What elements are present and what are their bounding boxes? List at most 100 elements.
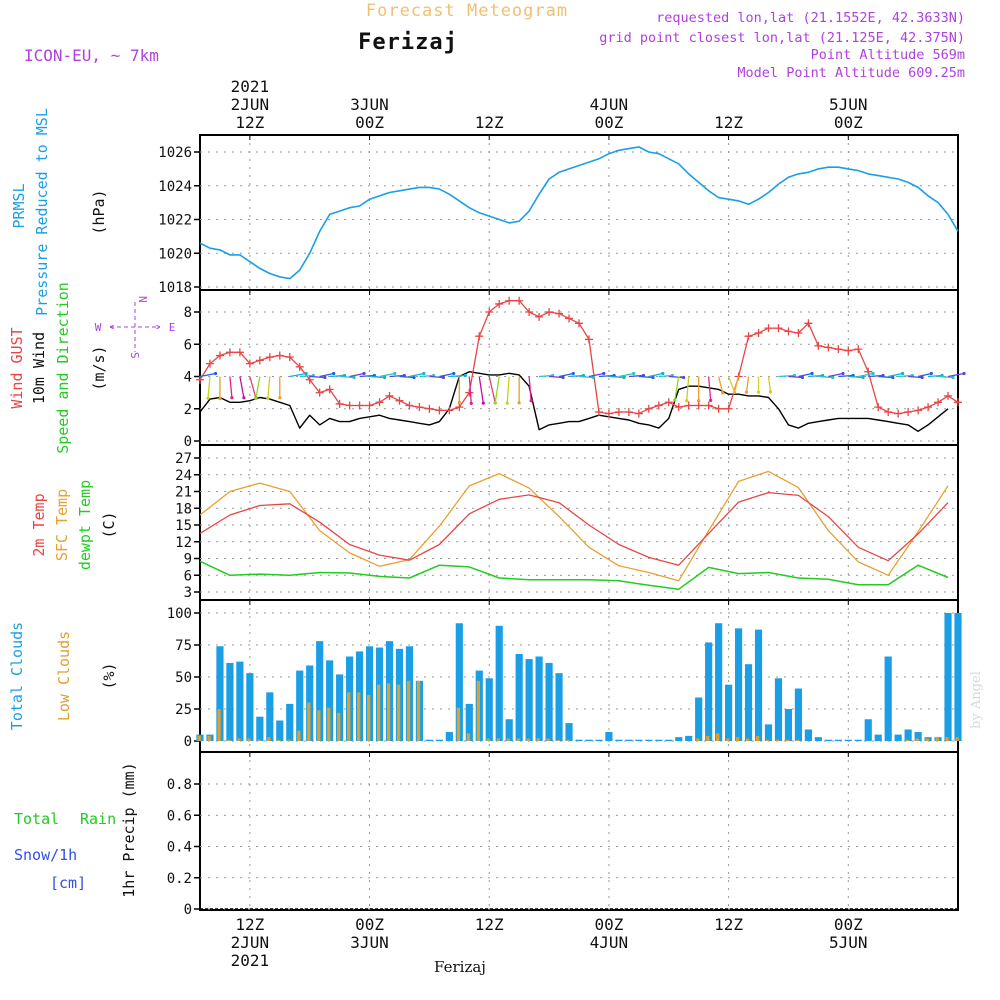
total-cloud-bar xyxy=(615,739,623,741)
wind-gust-markers xyxy=(196,296,962,418)
compass-n: N xyxy=(136,296,149,303)
wind-arrow xyxy=(409,372,424,378)
wind-arrow xyxy=(249,376,257,399)
wind-arrow-head xyxy=(278,396,282,400)
total-cloud-bar xyxy=(864,719,872,741)
pressure-panel: 1018 1020 1022 1024 1026 xyxy=(158,134,959,296)
wind-arrow xyxy=(818,375,833,379)
gust-marker xyxy=(575,319,583,328)
gust-marker xyxy=(245,359,254,368)
credit-watermark: by Angel xyxy=(969,671,984,729)
total-cloud-bar xyxy=(435,739,443,741)
wind-arrow xyxy=(369,375,385,379)
low-cloud-bar xyxy=(496,738,500,741)
wind-arrow xyxy=(359,374,375,378)
temp-ytick-label: 15 xyxy=(175,518,192,534)
gust-marker xyxy=(894,409,903,418)
bottom-time-label: 5JUN xyxy=(829,933,868,952)
temp-2m-label: 2m Temp xyxy=(30,493,48,556)
wind-arrow xyxy=(539,374,553,378)
gust-marker xyxy=(874,403,883,412)
total-cloud-bar xyxy=(675,737,683,741)
top-time-label: 2021 xyxy=(231,77,270,96)
total-cloud-bar xyxy=(505,719,513,741)
wind-arrow xyxy=(828,372,844,378)
precip-snow-label: Snow/1h xyxy=(14,846,77,864)
wind-arrow-head xyxy=(561,375,565,380)
wind-arrow xyxy=(389,374,405,378)
wind-arrow-head xyxy=(721,391,725,395)
total-cloud-bar xyxy=(485,678,493,741)
prmsl-line xyxy=(199,146,959,280)
wind-arrow xyxy=(568,374,584,378)
bottom-time-label: 00Z xyxy=(355,915,384,934)
wind-direction-arrows xyxy=(199,371,966,405)
wind-arrow xyxy=(419,374,434,378)
gust-marker xyxy=(225,348,234,357)
total-cloud-bar xyxy=(894,734,902,741)
wind-arrow-head xyxy=(332,371,336,376)
precip-ytick-label: 0.2 xyxy=(167,871,192,887)
wind-arrow-head xyxy=(900,371,905,376)
precip-rain-label: Rain xyxy=(80,810,116,828)
gust-marker xyxy=(375,398,384,407)
low-cloud-bar xyxy=(197,735,201,741)
wind-arrow-head xyxy=(744,390,749,394)
total-cloud-bar xyxy=(535,656,543,741)
top-time-label: 00Z xyxy=(355,113,384,132)
top-time-label: 5JUN xyxy=(829,95,868,114)
low-cloud-bar xyxy=(955,737,959,741)
gust-marker xyxy=(545,308,554,316)
low-cloud-bar xyxy=(516,738,520,741)
gust-marker xyxy=(744,332,753,341)
gust-marker xyxy=(884,407,893,416)
wind-arrow xyxy=(838,374,854,378)
low-cloud-bar xyxy=(536,738,540,741)
wind-arrow-head xyxy=(800,375,805,380)
wind-gust-label: Wind GUST xyxy=(8,327,26,408)
low-cloud-bar xyxy=(716,733,720,741)
wind-arrow xyxy=(658,374,673,378)
total-cloud-bar xyxy=(954,613,962,741)
gust-marker xyxy=(196,375,204,384)
wind-arrow xyxy=(674,376,680,401)
wind-arrow xyxy=(808,374,823,378)
wind-arrow xyxy=(207,376,211,399)
total-cloud-bar xyxy=(555,673,563,741)
low-cloud-bar xyxy=(556,739,560,741)
total-cloud-bar xyxy=(465,703,473,741)
low-cloud-bar xyxy=(756,735,760,741)
wind-arrow xyxy=(255,376,261,399)
low-cloud-bar xyxy=(227,739,231,741)
bottom-time-label: 2021 xyxy=(231,951,270,970)
wind-arrow xyxy=(299,374,314,378)
total-cloud-bar xyxy=(655,739,663,741)
low-cloud-bar xyxy=(317,710,321,741)
top-time-label: 12Z xyxy=(475,113,504,132)
wind-arrow xyxy=(798,372,813,378)
wind-arrow xyxy=(528,376,532,401)
wind-arrow xyxy=(289,372,307,378)
wind-arrow-head xyxy=(651,375,655,380)
total-cloud-bar xyxy=(455,623,463,741)
gust-marker xyxy=(934,398,943,407)
gust-marker xyxy=(265,353,274,362)
wind-arrow xyxy=(878,375,893,379)
wind-arrow xyxy=(199,372,216,378)
wind-ytick-label: 6 xyxy=(184,337,192,353)
low-cloud-bar xyxy=(277,739,281,741)
wind-arrow-head xyxy=(214,371,218,376)
total-cloud-bar xyxy=(705,642,713,741)
wind-arrow-head xyxy=(529,399,533,403)
wind-arrow-head xyxy=(756,390,761,394)
precip-ytick-label: 0 xyxy=(184,902,192,918)
wind-arrow xyxy=(558,372,574,378)
total-cloud-bar xyxy=(595,739,603,741)
bottom-time-label: 00Z xyxy=(834,915,863,934)
top-time-label: 12Z xyxy=(714,113,743,132)
total-cloud-bar xyxy=(605,732,613,741)
wind-arrow xyxy=(745,376,750,393)
gust-marker xyxy=(315,388,324,397)
wind-arrow-head xyxy=(920,375,924,380)
low-cloud-bar xyxy=(696,738,700,741)
